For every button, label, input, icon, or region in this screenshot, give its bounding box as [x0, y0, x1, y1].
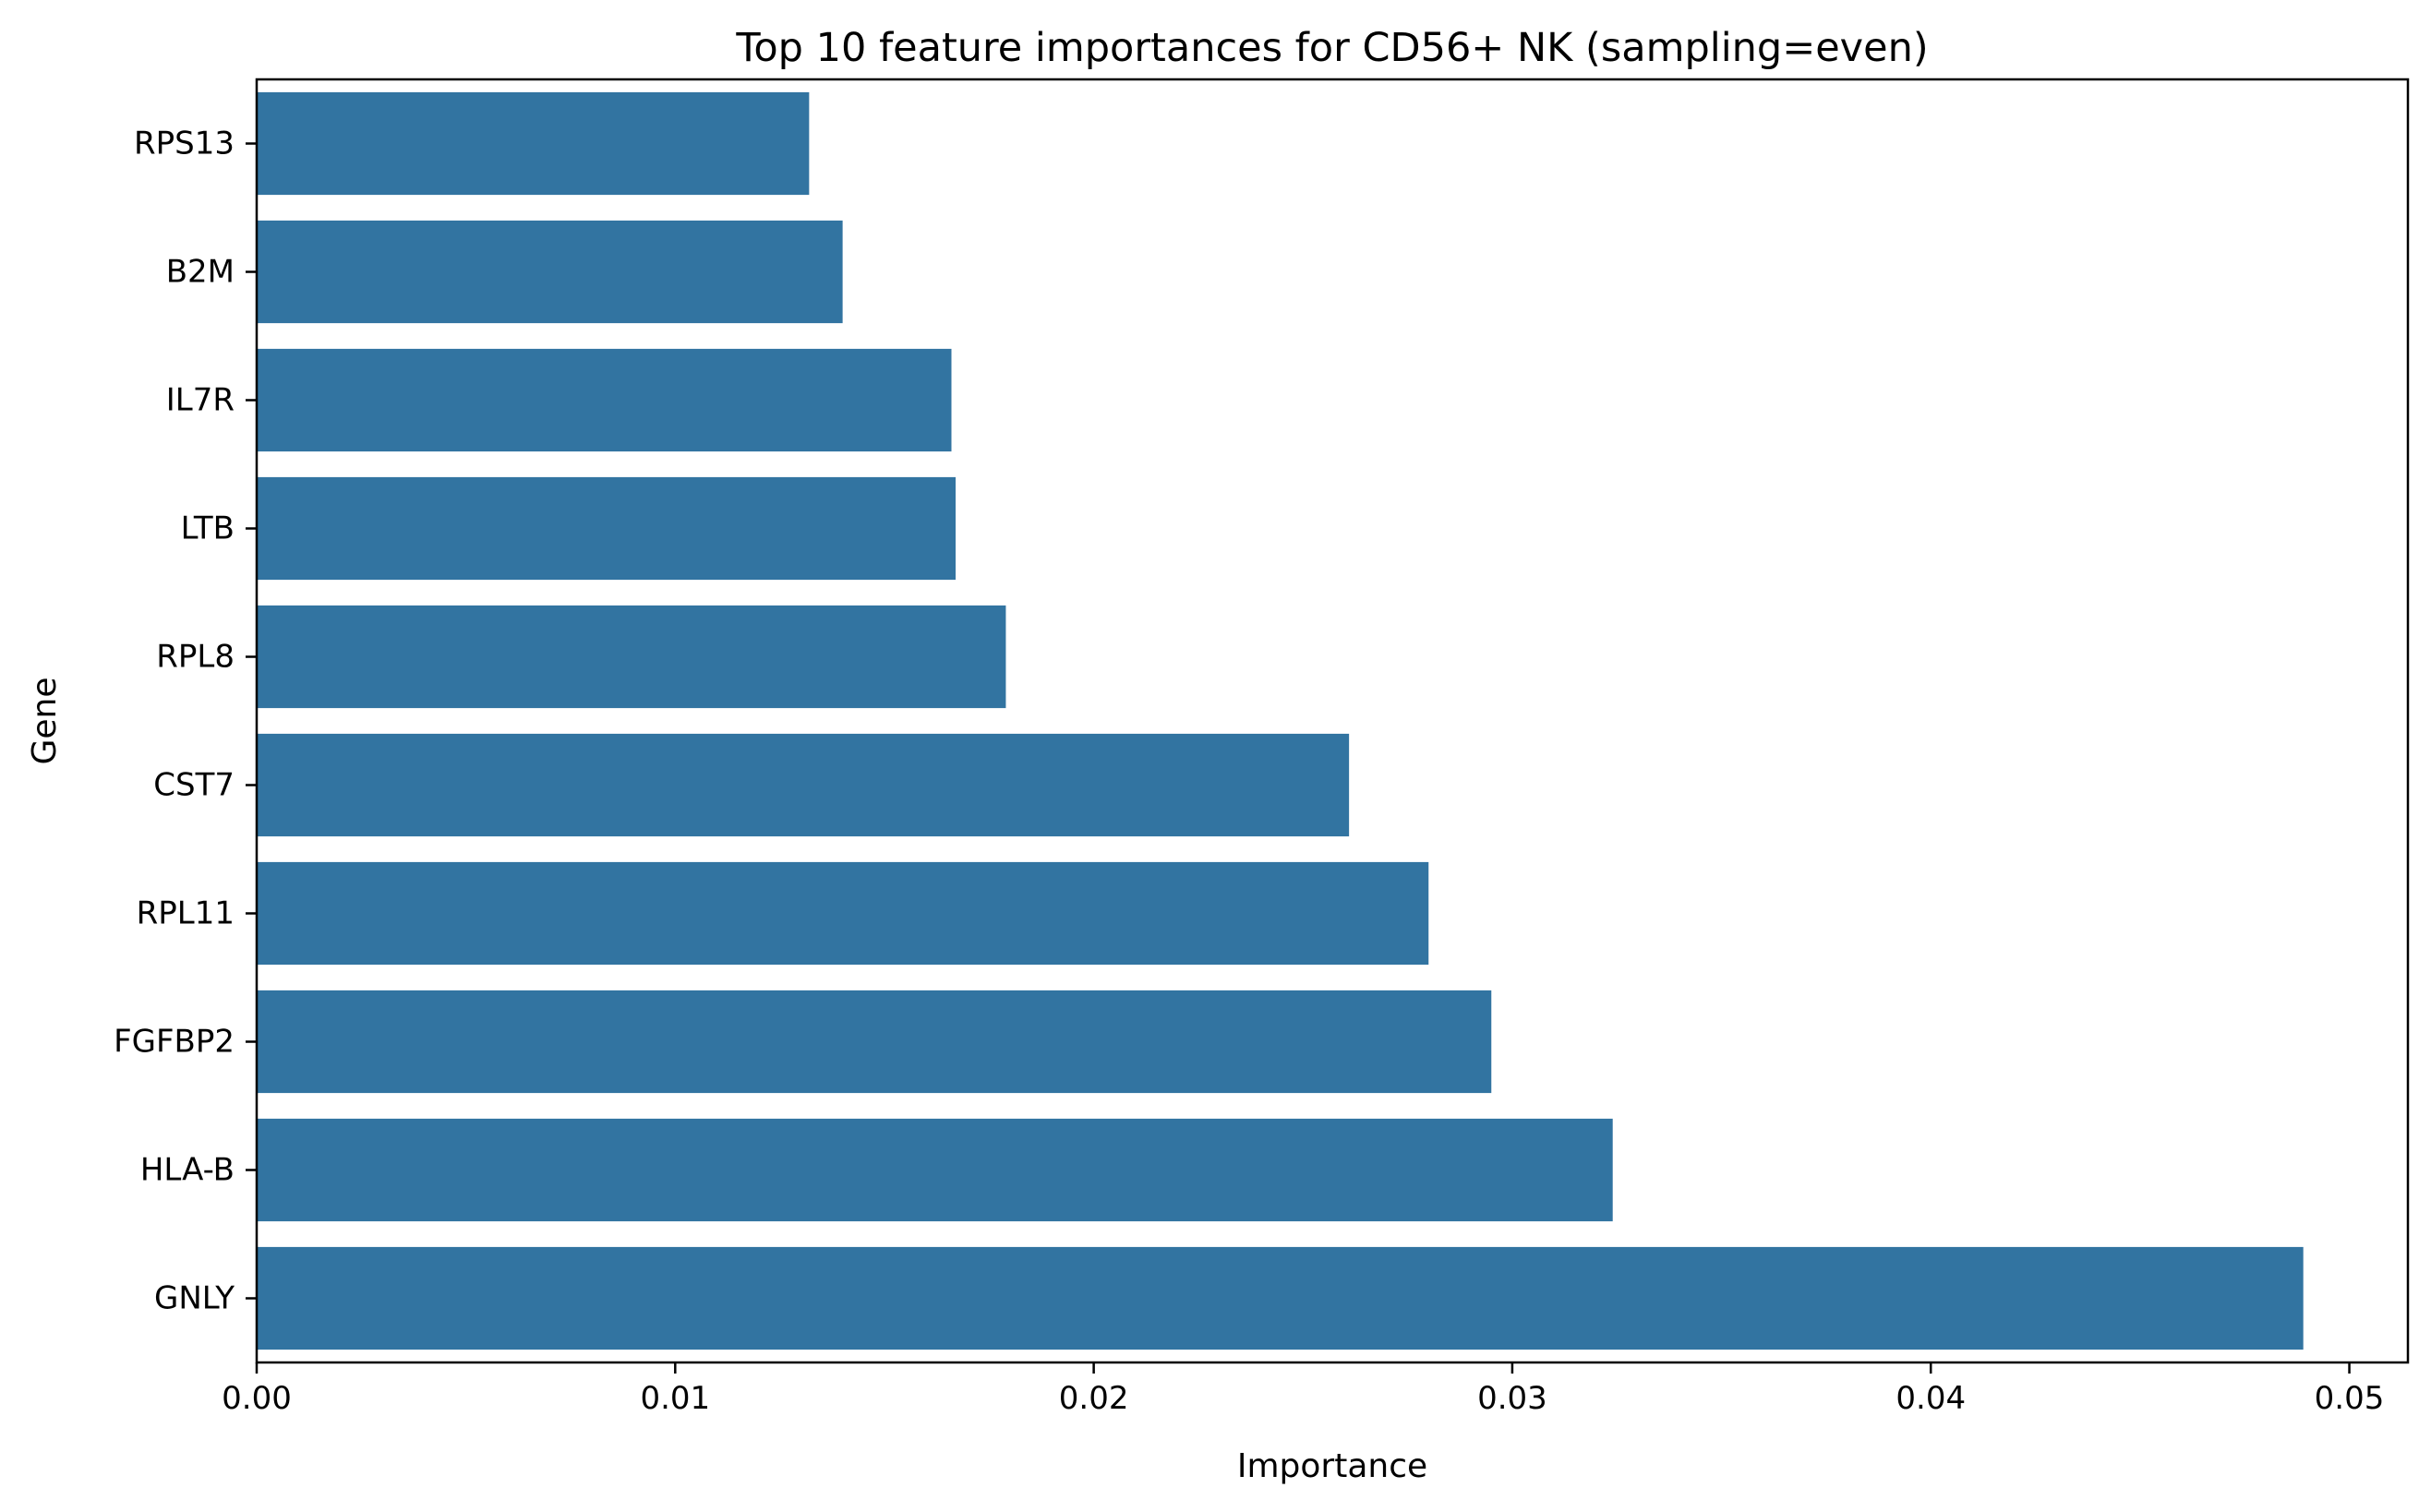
bar-hla-b: [257, 1118, 1613, 1222]
y-tick-label: HLA-B: [140, 1152, 235, 1189]
y-axis: RPS13 B2M IL7R LTB RPL8 CST7 RPL11 FGFBP2 HLA-B G…: [114, 126, 257, 1317]
x-tick-label: 0.00: [222, 1380, 292, 1417]
x-tick-label: 0.02: [1059, 1380, 1129, 1417]
x-axis: 0.00 0.01 0.02 0.03 0.04 0.05: [222, 1362, 2384, 1417]
bar-rpl8: [257, 605, 1006, 709]
bar-il7r: [257, 348, 952, 452]
x-tick-label: 0.03: [1477, 1380, 1547, 1417]
y-tick-label: GNLY: [154, 1280, 235, 1317]
bar-rps13: [257, 91, 810, 196]
y-tick-label: FGFBP2: [114, 1024, 235, 1061]
bar-fgfbp2: [257, 990, 1492, 1094]
bar-cst7: [257, 733, 1350, 837]
bar-gnly: [257, 1246, 2304, 1350]
y-tick-label: LTB: [181, 510, 235, 547]
x-axis-label: Importance: [1237, 1447, 1427, 1485]
bar-ltb: [257, 476, 957, 581]
bar-rpl11: [257, 861, 1429, 966]
x-tick-label: 0.01: [640, 1380, 710, 1417]
y-tick-label: B2M: [166, 254, 235, 291]
x-tick-label: 0.05: [2315, 1380, 2385, 1417]
y-tick-label: RPS13: [134, 126, 235, 162]
chart-title: Top 10 feature importances for CD56+ NK …: [735, 25, 1928, 71]
y-tick-label: RPL8: [156, 639, 235, 676]
bars-layer: [257, 91, 2304, 1350]
y-tick-label: IL7R: [166, 382, 235, 419]
x-tick-label: 0.04: [1895, 1380, 1966, 1417]
y-axis-label: Gene: [26, 677, 64, 764]
plot-frame: [255, 78, 2410, 1364]
bar-b2m: [257, 220, 843, 324]
y-tick-label: RPL11: [137, 895, 235, 932]
y-tick-label: CST7: [153, 767, 235, 804]
